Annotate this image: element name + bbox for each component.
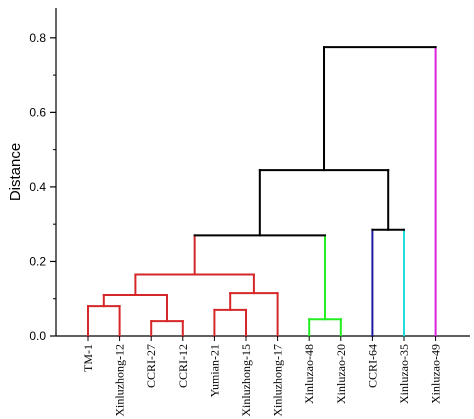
leaf-labels: TM-1 Xinluzhong-12 CCRI-27 CCRI-12 Yumian-21… xyxy=(81,336,443,417)
dendrogram-links xyxy=(87,46,437,337)
leaf-label: Xinluzhong-17 xyxy=(271,344,285,417)
y-axis-ticks: 0.0 0.2 0.4 0.6 0.8 xyxy=(29,31,56,343)
leaf-label: Xinluzao-35 xyxy=(397,344,411,404)
leaf-label: Xinluzao-20 xyxy=(334,344,348,404)
leaf-label: Xinluzao-48 xyxy=(302,344,316,404)
y-tick-label: 0.0 xyxy=(29,329,46,343)
leaf-label: TM-1 xyxy=(81,344,95,372)
y-tick-label: 0.4 xyxy=(29,180,46,194)
plot-frame xyxy=(55,8,470,337)
y-axis-title: Distance xyxy=(7,143,24,201)
leaf-label: Yumian-21 xyxy=(207,344,221,397)
y-tick-label: 0.8 xyxy=(29,31,46,45)
leaf-label: Xinluzhong-15 xyxy=(239,344,253,417)
leaf-label: Xinluzhong-12 xyxy=(113,344,127,417)
leaf-label: CCRI-27 xyxy=(144,344,158,388)
y-tick-label: 0.2 xyxy=(29,254,46,268)
leaf-label: Xinluzao-49 xyxy=(429,344,443,404)
y-tick-label: 0.6 xyxy=(29,105,46,119)
leaf-label: CCRI-64 xyxy=(365,344,379,388)
leaf-label: CCRI-12 xyxy=(176,344,190,388)
